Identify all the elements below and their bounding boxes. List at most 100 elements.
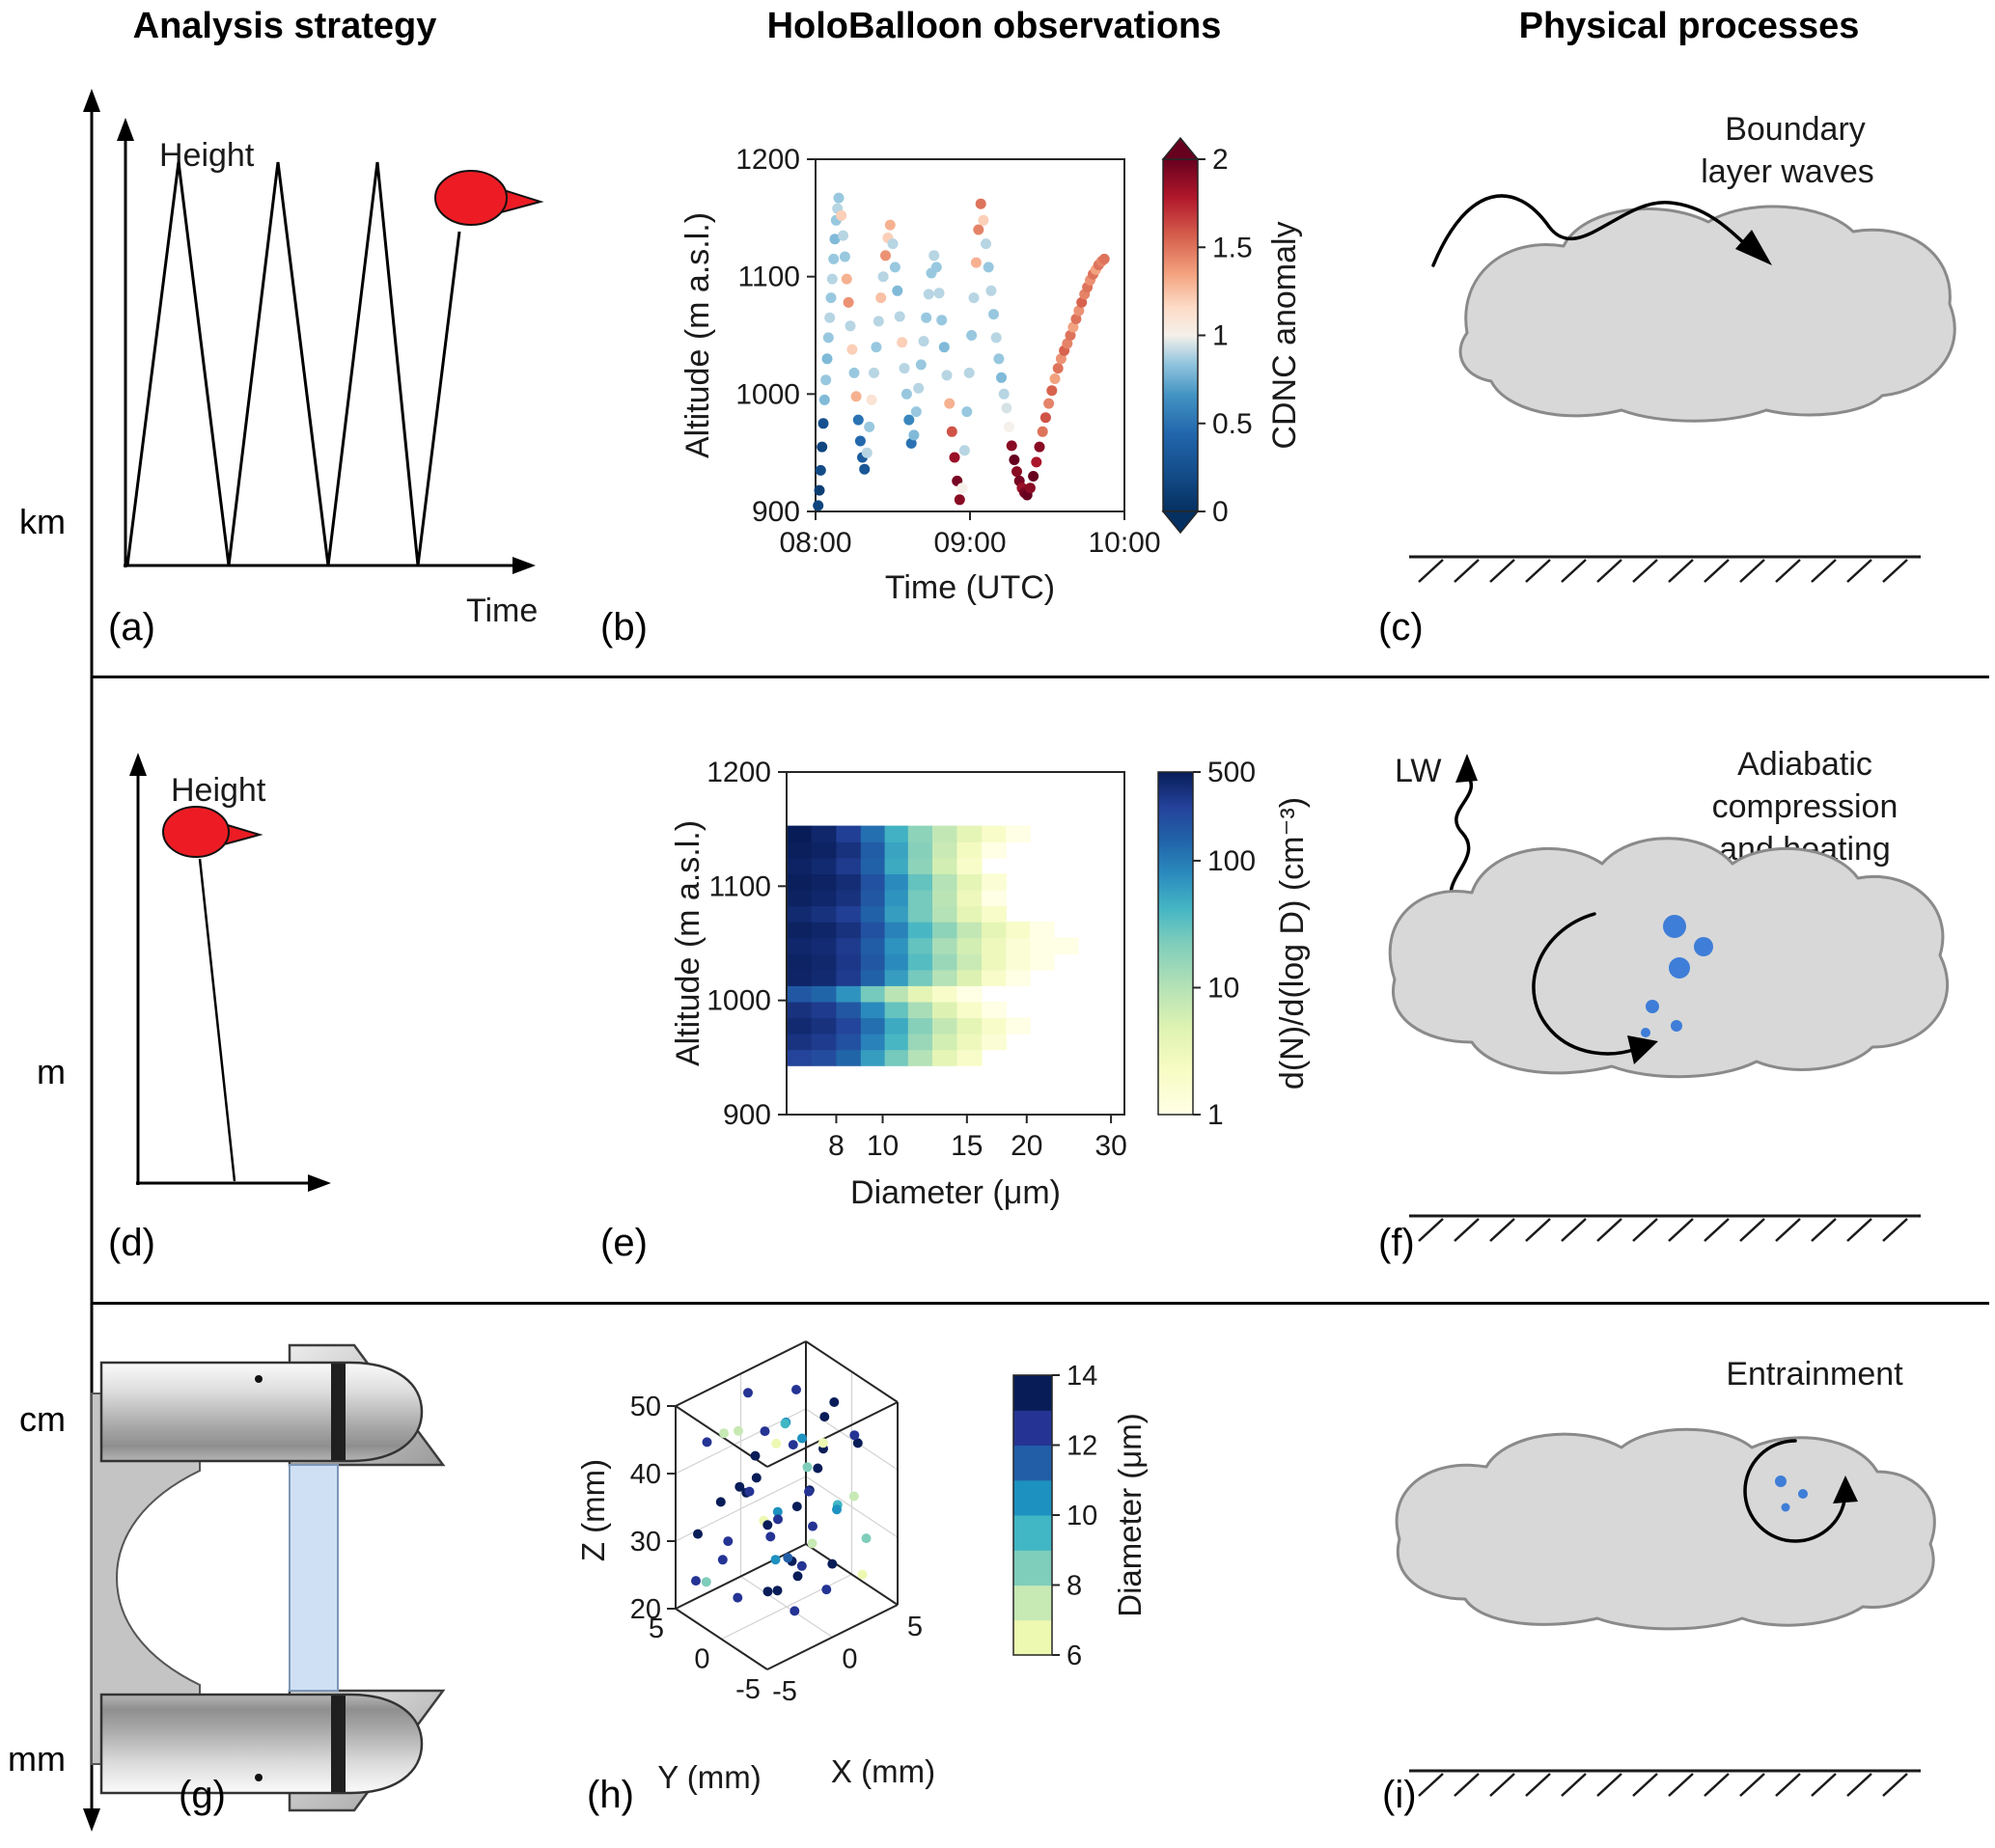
svg-text:-5: -5 bbox=[735, 1674, 761, 1705]
droplet-cluster bbox=[1641, 915, 1713, 1037]
droplet bbox=[1641, 1028, 1650, 1037]
panel-c-boundary-layer-waves: Boundary layer waves bbox=[1409, 111, 1956, 583]
svg-text:50: 50 bbox=[630, 1392, 661, 1422]
column-title-physical-processes: Physical processes bbox=[1518, 6, 1860, 46]
wave-arrowhead-icon bbox=[1735, 230, 1772, 265]
svg-text:Altitude (m a.s.l.): Altitude (m a.s.l.) bbox=[670, 820, 707, 1066]
svg-text:1000: 1000 bbox=[735, 378, 800, 410]
svg-text:5: 5 bbox=[907, 1612, 923, 1642]
svg-text:09:00: 09:00 bbox=[933, 527, 1006, 559]
droplet-cluster bbox=[1775, 1476, 1808, 1512]
panel-letter-c: (c) bbox=[1378, 606, 1424, 648]
svg-text:-5: -5 bbox=[772, 1676, 797, 1707]
droplet bbox=[1694, 937, 1713, 956]
svg-text:100: 100 bbox=[1207, 845, 1256, 877]
scale-arrow-down-icon bbox=[83, 1808, 100, 1832]
svg-text:X (mm): X (mm) bbox=[831, 1753, 935, 1789]
svg-text:12: 12 bbox=[1067, 1431, 1097, 1462]
caption-layer-waves: layer waves bbox=[1701, 153, 1874, 190]
svg-text:1200: 1200 bbox=[707, 757, 771, 788]
droplet bbox=[1646, 1000, 1659, 1013]
height-axis-label: Height bbox=[159, 137, 255, 174]
svg-text:d(N)/d(log D) (cm⁻³): d(N)/d(log D) (cm⁻³) bbox=[1274, 797, 1311, 1089]
droplet bbox=[1798, 1489, 1808, 1499]
svg-text:1100: 1100 bbox=[737, 262, 800, 293]
balloon-icon bbox=[162, 806, 263, 858]
svg-text:900: 900 bbox=[752, 496, 800, 528]
caption-entrainment: Entrainment bbox=[1726, 1356, 1903, 1393]
svg-text:15: 15 bbox=[951, 1130, 983, 1162]
svg-text:1.5: 1.5 bbox=[1212, 232, 1253, 263]
droplet bbox=[1671, 1020, 1682, 1032]
svg-text:Altitude (m a.s.l.): Altitude (m a.s.l.) bbox=[679, 212, 716, 458]
column-title-analysis-strategy: Analysis strategy bbox=[132, 6, 437, 46]
svg-text:08:00: 08:00 bbox=[779, 527, 851, 559]
svg-text:Y (mm): Y (mm) bbox=[657, 1759, 762, 1795]
panel-letter-f: (f) bbox=[1378, 1222, 1415, 1264]
panel-a-flight-strategy: Height Time bbox=[117, 118, 544, 629]
svg-text:10: 10 bbox=[1207, 972, 1239, 1004]
scale-label-km: km bbox=[19, 502, 66, 541]
svg-text:Z (mm): Z (mm) bbox=[575, 1459, 611, 1561]
balloon-icon bbox=[434, 170, 544, 226]
heatmap-cells bbox=[787, 825, 1079, 1066]
scale-arrow-up-icon bbox=[83, 89, 100, 112]
heatmap-axes: 8 10 15 20 30 900 1000 1100 1200 Diameter (μm) Alt… bbox=[670, 757, 1127, 1211]
svg-text:1200: 1200 bbox=[735, 144, 800, 176]
droplet bbox=[1663, 915, 1686, 938]
tether-line bbox=[198, 858, 236, 1182]
caption-boundary: Boundary bbox=[1725, 111, 1866, 148]
circulation-arrowhead-icon bbox=[1627, 1035, 1658, 1064]
height-axis-arrow-icon bbox=[117, 118, 134, 141]
svg-text:CDNC anomaly: CDNC anomaly bbox=[1266, 221, 1303, 449]
svg-text:0: 0 bbox=[1212, 496, 1229, 528]
colorbar-cdnc-anomaly: 0 0.5 1 1.5 2 CDNC anomaly bbox=[1161, 136, 1303, 535]
svg-text:40: 40 bbox=[630, 1459, 661, 1490]
panel-letter-i: (i) bbox=[1382, 1774, 1417, 1816]
scatter-axes: 08:00 09:00 10:00 900 1000 1100 1200 Time (UTC)… bbox=[679, 144, 1161, 606]
svg-text:1: 1 bbox=[1207, 1099, 1224, 1131]
screw-dot-top bbox=[255, 1375, 263, 1383]
vortex-arrowhead-icon bbox=[1833, 1476, 1858, 1503]
panel-i-entrainment: Entrainment bbox=[1395, 1356, 1936, 1797]
lower-pod-ring bbox=[331, 1696, 346, 1792]
svg-text:1100: 1100 bbox=[708, 870, 771, 902]
height-axis-label: Height bbox=[171, 772, 266, 809]
zigzag-flight-path bbox=[125, 161, 461, 566]
svg-text:8: 8 bbox=[828, 1130, 845, 1162]
svg-text:8: 8 bbox=[1067, 1571, 1082, 1602]
svg-text:2: 2 bbox=[1212, 144, 1229, 176]
svg-text:14: 14 bbox=[1067, 1361, 1097, 1392]
panel-g-instrument bbox=[91, 1343, 446, 1812]
panel-letter-e: (e) bbox=[600, 1222, 648, 1264]
svg-text:900: 900 bbox=[723, 1099, 771, 1131]
scale-label-m: m bbox=[37, 1052, 66, 1091]
ground-surface bbox=[1409, 555, 1921, 583]
svg-text:20: 20 bbox=[1011, 1130, 1042, 1162]
cloud-shape bbox=[1395, 1427, 1936, 1631]
droplet bbox=[1669, 957, 1690, 979]
scale-label-cm: cm bbox=[19, 1399, 66, 1439]
svg-text:6: 6 bbox=[1067, 1641, 1082, 1671]
entrainment-vortex-arrow bbox=[1743, 1439, 1847, 1543]
time-axis-label: Time bbox=[466, 593, 538, 629]
svg-text:Diameter (μm): Diameter (μm) bbox=[1112, 1413, 1148, 1617]
svg-text:1: 1 bbox=[1212, 320, 1229, 352]
panel-b-cdnc-scatter-chart: 08:00 09:00 10:00 900 1000 1100 1200 Time (UTC)… bbox=[679, 136, 1303, 606]
panel-f-adiabatic-compression: Adiabatic compression and heating LW bbox=[1388, 746, 1950, 1242]
x-axis-arrow-icon bbox=[308, 1174, 331, 1192]
circulation-arrow bbox=[1532, 912, 1638, 1056]
svg-text:0: 0 bbox=[694, 1644, 709, 1675]
svg-text:20: 20 bbox=[630, 1594, 661, 1625]
longwave-squiggle-arrow bbox=[1449, 773, 1474, 909]
scatter3d-points bbox=[691, 1385, 872, 1616]
svg-text:500: 500 bbox=[1207, 757, 1256, 788]
droplet bbox=[1781, 1503, 1790, 1512]
svg-text:5: 5 bbox=[649, 1614, 664, 1644]
svg-text:30: 30 bbox=[1094, 1130, 1126, 1162]
svg-text:0: 0 bbox=[842, 1644, 857, 1675]
height-axis-arrow-icon bbox=[129, 753, 147, 776]
screw-dot-bottom bbox=[255, 1774, 263, 1781]
